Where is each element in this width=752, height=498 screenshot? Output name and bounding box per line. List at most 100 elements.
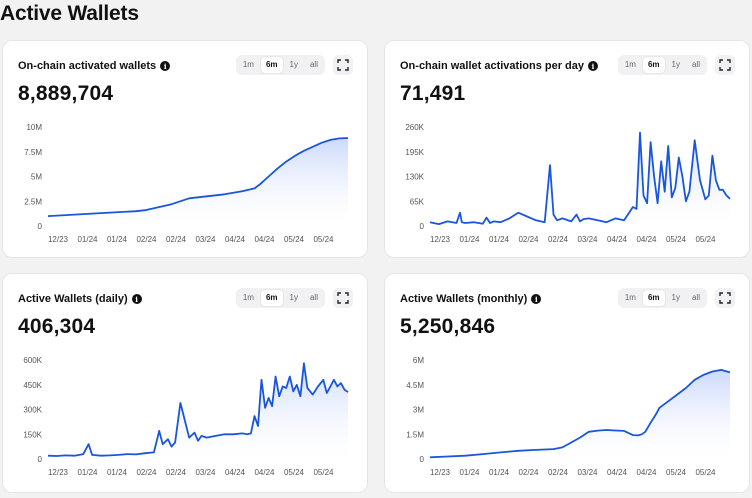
card-title: Active Wallets (monthly) i	[400, 293, 542, 305]
x-tick-label: 04/24	[607, 468, 628, 477]
y-tick-label: 7.5M	[24, 148, 42, 157]
range-button-1m[interactable]: 1m	[624, 293, 636, 302]
series-area	[48, 138, 348, 226]
card-value: 5,250,846	[400, 315, 496, 338]
x-tick-label: 12/23	[48, 468, 69, 477]
chart: 0 65K 130K 195K 260K 12/23 01/24 01/24 02/24 02/2…	[405, 123, 731, 244]
chart: 0 1.5M 3M 4.5M 6M 12/23 01/24 01/24 02/24 02/24 03…	[406, 356, 731, 477]
expand-button[interactable]	[715, 288, 735, 308]
series-line	[429, 131, 731, 225]
x-tick-label: 01/24	[489, 235, 510, 244]
x-tick-label: 04/24	[225, 235, 246, 244]
y-tick-label: 0	[38, 455, 43, 464]
series-area	[48, 363, 348, 459]
range-button-6m[interactable]: 6m	[642, 290, 665, 306]
x-tick-label: 01/24	[107, 235, 128, 244]
x-tick-label: 04/24	[254, 235, 275, 244]
x-tick-label: 01/24	[77, 235, 98, 244]
range-button-6m[interactable]: 6m	[260, 57, 283, 73]
x-tick-label: 03/24	[577, 235, 598, 244]
x-tick-label: 01/24	[459, 235, 480, 244]
card-title: Active Wallets (daily) i	[18, 293, 142, 305]
range-button-6m[interactable]: 6m	[642, 57, 665, 73]
range-button-1m[interactable]: 1m	[242, 60, 254, 69]
y-tick-label: 150K	[23, 430, 42, 439]
time-range-selector: 1m 6m 1y all	[617, 288, 707, 308]
card-value: 71,491	[400, 82, 466, 105]
range-button-all[interactable]: all	[309, 60, 318, 69]
y-tick-label: 130K	[405, 173, 424, 182]
expand-icon	[719, 59, 731, 71]
range-button-all[interactable]: all	[309, 293, 318, 302]
y-tick-label: 10M	[26, 123, 42, 132]
x-tick-label: 05/24	[666, 468, 687, 477]
info-icon[interactable]: i	[588, 61, 598, 71]
range-button-1y[interactable]: 1y	[289, 293, 298, 302]
expand-button[interactable]	[333, 55, 353, 75]
time-range-selector: 1m 6m 1y all	[235, 55, 325, 75]
x-tick-label: 02/24	[548, 468, 569, 477]
info-icon[interactable]: i	[531, 294, 542, 304]
x-tick-label: 02/24	[518, 468, 539, 477]
chart: 0 150K 300K 450K 600K 12/23 01/24 01/24 02/24 02/…	[23, 356, 349, 477]
range-button-all[interactable]: all	[691, 60, 700, 69]
range-button-all[interactable]: all	[691, 293, 700, 302]
x-tick-label: 02/24	[166, 468, 187, 477]
x-tick-label: 01/24	[77, 468, 98, 477]
y-tick-label: 4.5M	[406, 381, 424, 390]
card-value: 406,304	[18, 315, 96, 338]
chart: 0 2.5M 5M 7.5M 10M 12/23 01/24 01/24 02/24 02/24 0…	[24, 123, 349, 244]
x-tick-label: 05/24	[313, 235, 334, 244]
y-tick-label: 6M	[413, 356, 424, 365]
x-tick-label: 04/24	[254, 468, 275, 477]
x-tick-label: 03/24	[195, 235, 216, 244]
range-button-6m[interactable]: 6m	[260, 290, 283, 306]
x-tick-label: 02/24	[136, 468, 157, 477]
x-tick-label: 01/24	[489, 468, 510, 477]
card-title-text: On-chain activated wallets	[18, 60, 157, 72]
range-button-1m[interactable]: 1m	[242, 293, 254, 302]
x-tick-label: 12/23	[430, 235, 451, 244]
info-icon[interactable]: i	[131, 294, 142, 304]
y-tick-label: 300K	[23, 406, 42, 415]
range-button-1y[interactable]: 1y	[671, 60, 680, 69]
y-tick-label: 5M	[31, 173, 42, 182]
y-tick-label: 0	[420, 222, 425, 231]
x-tick-label: 01/24	[107, 468, 128, 477]
range-button-1y[interactable]: 1y	[671, 293, 680, 302]
x-tick-label: 05/24	[695, 235, 716, 244]
y-tick-label: 2.5M	[24, 197, 42, 206]
y-tick-label: 450K	[23, 381, 42, 390]
chart-card-activated-wallets: 0 2.5M 5M 7.5M 10M 12/23 01/24 01/24 02/24 02/24 0…	[2, 40, 368, 258]
card-title-text: Active Wallets (monthly)	[400, 293, 528, 305]
info-icon[interactable]: i	[160, 61, 171, 71]
y-tick-label: 260K	[405, 123, 424, 132]
expand-button[interactable]	[715, 55, 735, 75]
series-line	[47, 137, 349, 217]
x-tick-label: 04/24	[636, 468, 657, 477]
x-tick-label: 04/24	[607, 235, 628, 244]
x-tick-label: 03/24	[577, 468, 598, 477]
x-tick-label: 02/24	[166, 235, 187, 244]
series-line	[47, 362, 349, 457]
x-tick-label: 03/24	[195, 468, 216, 477]
y-tick-label: 1.5M	[406, 430, 424, 439]
card-title-text: Active Wallets (daily)	[18, 293, 128, 305]
time-range-selector: 1m 6m 1y all	[235, 288, 325, 308]
chart-card-active-wallets-daily: 0 150K 300K 450K 600K 12/23 01/24 01/24 02/24 02/…	[2, 273, 368, 493]
series-line	[429, 369, 731, 459]
series-area	[430, 132, 730, 226]
expand-button[interactable]	[333, 288, 353, 308]
range-button-1m[interactable]: 1m	[624, 60, 636, 69]
x-tick-label: 05/24	[313, 468, 334, 477]
x-tick-label: 04/24	[636, 235, 657, 244]
chart-card-active-wallets-monthly: 0 1.5M 3M 4.5M 6M 12/23 01/24 01/24 02/24 02/24 03…	[384, 273, 750, 493]
y-tick-label: 0	[38, 222, 43, 231]
series-area	[430, 369, 730, 459]
range-button-1y[interactable]: 1y	[289, 60, 298, 69]
x-tick-label: 05/24	[284, 235, 305, 244]
y-tick-label: 195K	[405, 148, 424, 157]
chart-card-wallet-activations-per-day: 0 65K 130K 195K 260K 12/23 01/24 01/24 02/24 02/2…	[384, 40, 750, 258]
y-tick-label: 0	[420, 455, 425, 464]
y-tick-label: 3M	[413, 406, 424, 415]
